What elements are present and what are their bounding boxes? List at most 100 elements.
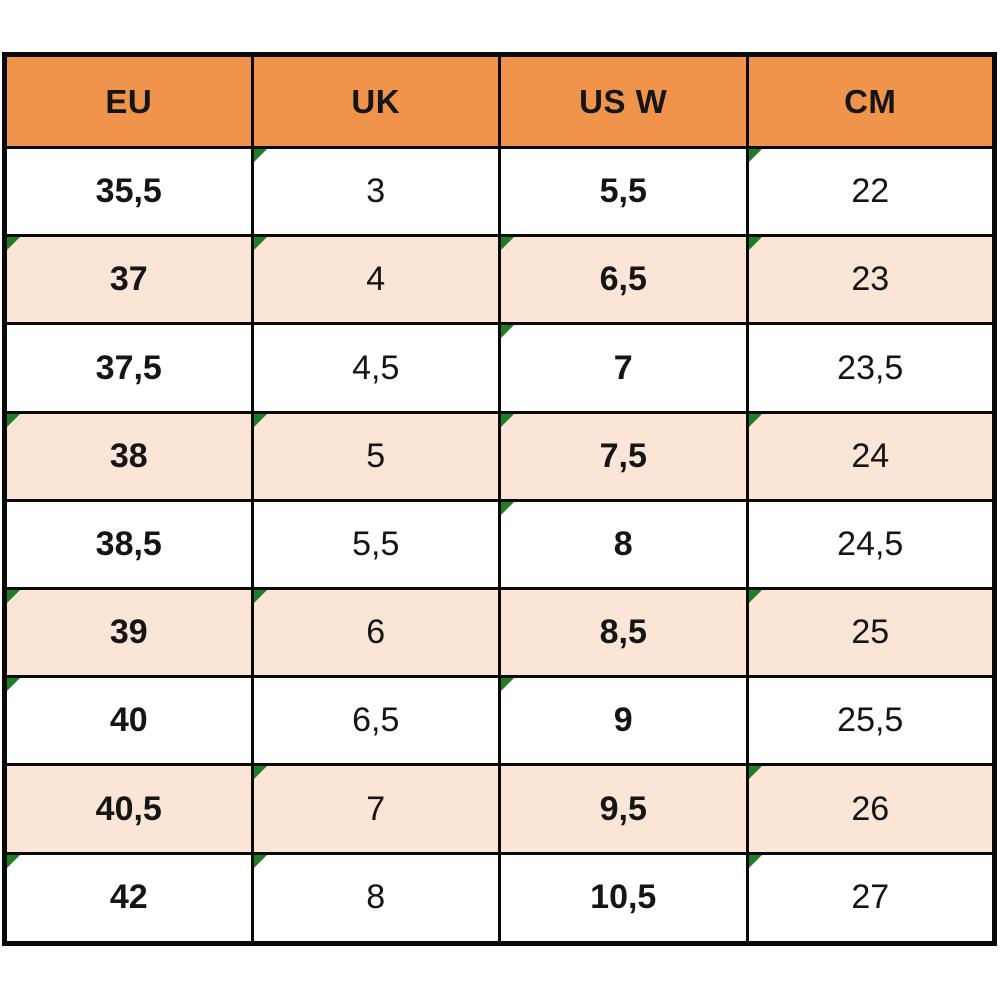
cell-value: 10,5 xyxy=(590,878,657,917)
table-cell-uk: 3 xyxy=(250,145,501,238)
cell-value: 5 xyxy=(366,436,386,475)
cell-value: 38,5 xyxy=(95,524,162,563)
cell-value: 40,5 xyxy=(95,789,162,828)
cell-corner-marker-icon xyxy=(7,590,20,604)
cell-value: 35,5 xyxy=(95,172,162,211)
cell-value: 37 xyxy=(109,260,148,299)
cell-corner-marker-icon xyxy=(7,237,20,251)
table-cell-cm: 25,5 xyxy=(745,675,996,767)
cell-value: 40 xyxy=(109,701,148,740)
cell-corner-marker-icon xyxy=(501,325,514,339)
cell-corner-marker-icon xyxy=(253,854,267,868)
column-header-usw: US W xyxy=(498,53,749,149)
table-row: 39 6 8,5 25 xyxy=(3,587,996,679)
table-body: 35,5 3 5,5 22 37 4 6,5 23 37,5 4,5 7 23,5 38 5 7,5 24 38… xyxy=(3,145,996,946)
cell-value: 6,5 xyxy=(352,701,400,740)
cell-corner-marker-icon xyxy=(748,413,762,427)
table-cell-eu: 38 xyxy=(3,410,254,502)
table-cell-cm: 26 xyxy=(745,763,996,855)
table-cell-uk: 4,5 xyxy=(250,322,501,414)
table-cell-cm: 25 xyxy=(745,587,996,679)
table-row: 42 8 10,5 27 xyxy=(3,851,996,946)
table-cell-usw: 6,5 xyxy=(498,234,749,326)
table-cell-cm: 27 xyxy=(745,851,996,946)
cell-value: 8,5 xyxy=(599,613,647,652)
cell-value: 4,5 xyxy=(352,348,400,387)
cell-value: 26 xyxy=(851,789,890,828)
cell-value: 24 xyxy=(851,436,890,475)
cell-corner-marker-icon xyxy=(501,678,514,692)
table-row: 35,5 3 5,5 22 xyxy=(3,145,996,238)
cell-corner-marker-icon xyxy=(7,678,20,692)
cell-value: 42 xyxy=(109,878,148,917)
cell-value: 6 xyxy=(366,613,386,652)
cell-value: 8 xyxy=(613,524,633,563)
table-header: EU UK US W CM xyxy=(3,53,996,149)
cell-corner-marker-icon xyxy=(748,590,762,604)
cell-corner-marker-icon xyxy=(253,149,267,162)
cell-corner-marker-icon xyxy=(748,149,762,162)
table-cell-uk: 6,5 xyxy=(250,675,501,767)
cell-corner-marker-icon xyxy=(748,854,762,868)
cell-value: 9,5 xyxy=(599,789,647,828)
cell-value: 3 xyxy=(366,172,386,211)
cell-corner-marker-icon xyxy=(501,237,514,251)
table-row: 37 4 6,5 23 xyxy=(3,234,996,326)
table-cell-usw: 9 xyxy=(498,675,749,767)
table-cell-uk: 6 xyxy=(250,587,501,679)
table-cell-usw: 7,5 xyxy=(498,410,749,502)
table-cell-cm: 24 xyxy=(745,410,996,502)
cell-value: 23 xyxy=(851,260,890,299)
cell-value: 23,5 xyxy=(837,348,904,387)
table-cell-usw: 5,5 xyxy=(498,145,749,238)
cell-corner-marker-icon xyxy=(253,766,267,780)
shoe-size-conversion-table: EU UK US W CM 35,5 3 5,5 22 37 4 6,5 23 37,5 4,5 7 23,… xyxy=(2,52,997,946)
table-cell-usw: 10,5 xyxy=(498,851,749,946)
table-cell-cm: 23,5 xyxy=(745,322,996,414)
cell-value: 37,5 xyxy=(95,348,162,387)
cell-value: 24,5 xyxy=(837,524,904,563)
table-cell-uk: 5 xyxy=(250,410,501,502)
table-cell-usw: 7 xyxy=(498,322,749,414)
column-header-cm: CM xyxy=(745,53,996,149)
cell-corner-marker-icon xyxy=(253,237,267,251)
table-cell-uk: 4 xyxy=(250,234,501,326)
cell-value: 7,5 xyxy=(599,436,647,475)
cell-value: 25,5 xyxy=(837,701,904,740)
table-cell-eu: 39 xyxy=(3,587,254,679)
column-header-uk: UK xyxy=(250,53,501,149)
table-cell-usw: 8 xyxy=(498,498,749,591)
table-cell-uk: 5,5 xyxy=(250,498,501,591)
cell-value: 39 xyxy=(109,613,148,652)
table-row: 38,5 5,5 8 24,5 xyxy=(3,498,996,591)
cell-value: 6,5 xyxy=(599,260,647,299)
cell-value: 27 xyxy=(851,878,890,917)
table-row: 40 6,5 9 25,5 xyxy=(3,675,996,767)
column-header-eu: EU xyxy=(3,53,254,149)
table-row: 37,5 4,5 7 23,5 xyxy=(3,322,996,414)
table-cell-uk: 8 xyxy=(250,851,501,946)
header-row: EU UK US W CM xyxy=(3,53,996,149)
cell-corner-marker-icon xyxy=(253,590,267,604)
cell-corner-marker-icon xyxy=(501,501,514,515)
table-row: 38 5 7,5 24 xyxy=(3,410,996,502)
cell-value: 7 xyxy=(613,348,633,387)
table-cell-eu: 42 xyxy=(3,851,254,946)
cell-value: 7 xyxy=(366,789,386,828)
table-cell-eu: 37 xyxy=(3,234,254,326)
cell-corner-marker-icon xyxy=(501,413,514,427)
cell-value: 22 xyxy=(851,172,890,211)
table-cell-usw: 9,5 xyxy=(498,763,749,855)
table-cell-cm: 24,5 xyxy=(745,498,996,591)
cell-corner-marker-icon xyxy=(7,854,20,868)
cell-corner-marker-icon xyxy=(748,766,762,780)
table-cell-eu: 40,5 xyxy=(3,763,254,855)
cell-value: 4 xyxy=(366,260,386,299)
cell-value: 38 xyxy=(109,436,148,475)
cell-value: 8 xyxy=(366,878,386,917)
table-cell-cm: 23 xyxy=(745,234,996,326)
table-row: 40,5 7 9,5 26 xyxy=(3,763,996,855)
cell-value: 9 xyxy=(613,701,633,740)
cell-corner-marker-icon xyxy=(748,237,762,251)
table-cell-eu: 40 xyxy=(3,675,254,767)
